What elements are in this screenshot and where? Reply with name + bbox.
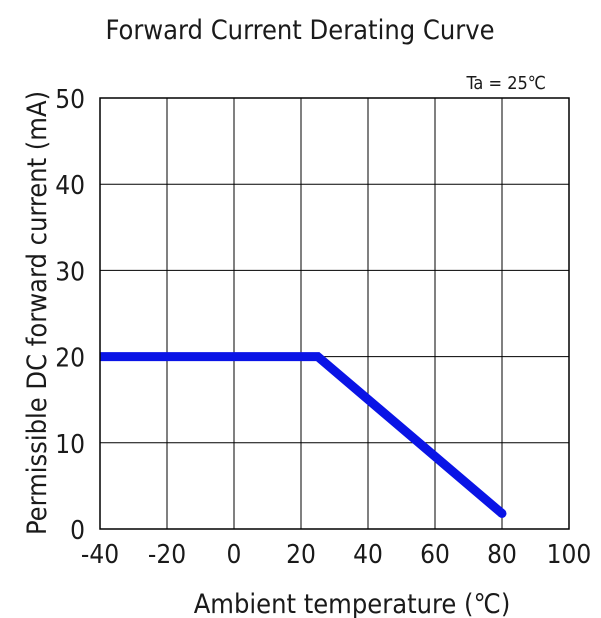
y-tick-label: 0 bbox=[70, 516, 85, 546]
x-tick-label: 80 bbox=[487, 540, 517, 570]
chart-title: Forward Current Derating Curve bbox=[105, 15, 494, 46]
x-tick-label: 100 bbox=[547, 540, 592, 570]
x-tick-label: 40 bbox=[353, 540, 383, 570]
grid bbox=[100, 98, 569, 529]
y-tick-label: 30 bbox=[55, 257, 85, 287]
x-axis-label: Ambient temperature (℃) bbox=[194, 589, 511, 618]
x-tick-label: -20 bbox=[148, 540, 186, 570]
x-tick-label: 60 bbox=[420, 540, 450, 570]
plot-frame bbox=[99, 97, 570, 530]
series-end-point bbox=[497, 508, 507, 518]
x-tick-label: -40 bbox=[81, 540, 119, 570]
x-tick-label: 0 bbox=[227, 540, 242, 570]
x-tick-labels: -40 -20 0 20 40 60 80 100 bbox=[81, 540, 591, 570]
y-tick-label: 10 bbox=[55, 430, 85, 460]
y-tick-label: 20 bbox=[55, 344, 85, 374]
y-axis-label: Permissible DC forward current (mA) bbox=[22, 91, 53, 535]
y-tick-labels: 0 10 20 30 40 50 bbox=[55, 85, 85, 546]
derating-series-line bbox=[100, 352, 505, 517]
condition-annotation: Ta = 25℃ bbox=[466, 73, 546, 94]
y-tick-label: 50 bbox=[55, 85, 85, 115]
x-tick-label: 20 bbox=[286, 540, 316, 570]
series-layer bbox=[100, 352, 507, 518]
y-tick-label: 40 bbox=[55, 171, 85, 201]
